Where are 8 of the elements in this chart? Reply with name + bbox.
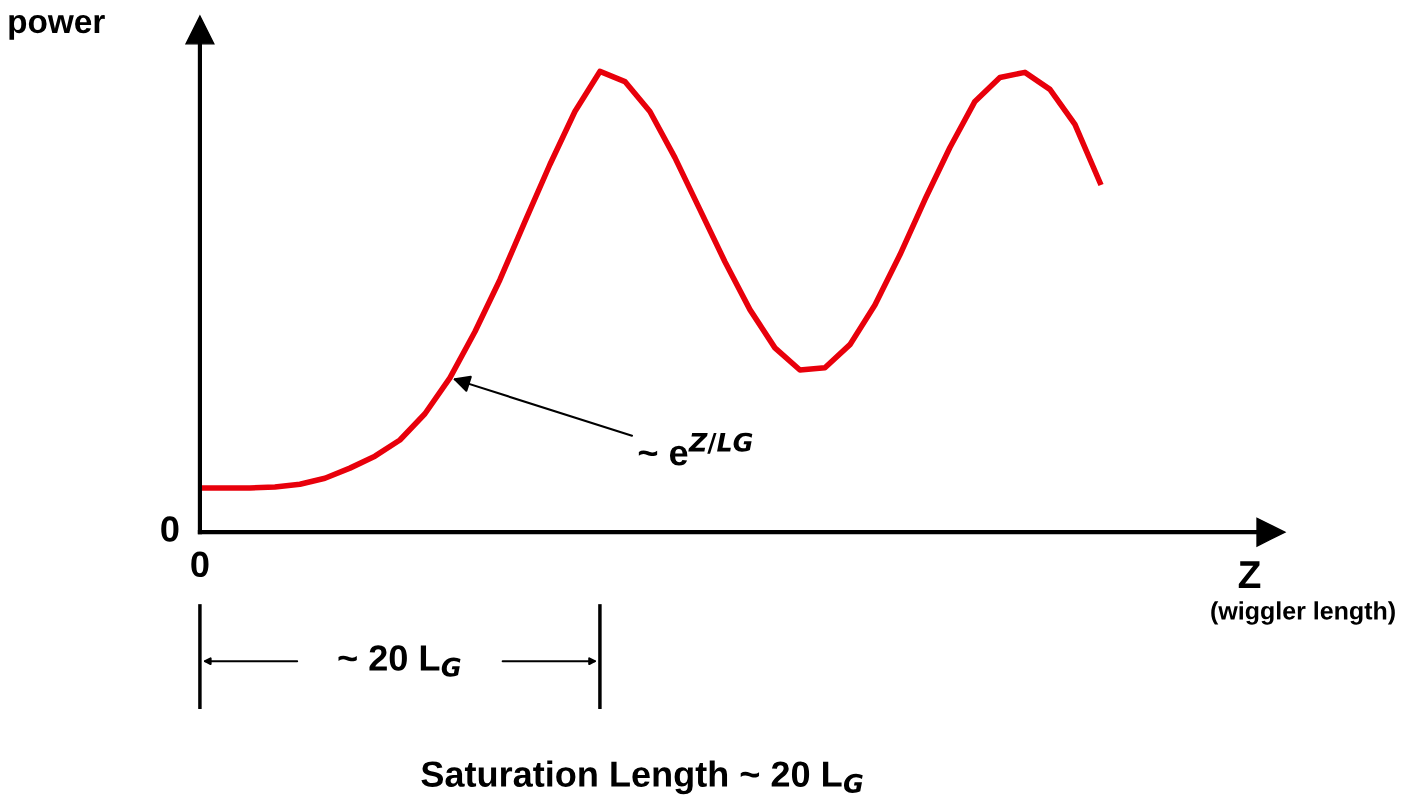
y-axis-title: power	[9, 14, 105, 40]
text: 0	[191, 551, 209, 578]
text: 0	[161, 516, 179, 542]
text: (wiggler length)	[1211, 601, 1395, 625]
annotation: ~ e$^{Z/LG}$	[638, 432, 753, 466]
x-axis-title: Z	[1238, 561, 1261, 588]
text: Saturation Length ~ 20 L$_{G}$	[421, 760, 863, 795]
text: ~ 20 L$_{G}$	[338, 645, 461, 677]
